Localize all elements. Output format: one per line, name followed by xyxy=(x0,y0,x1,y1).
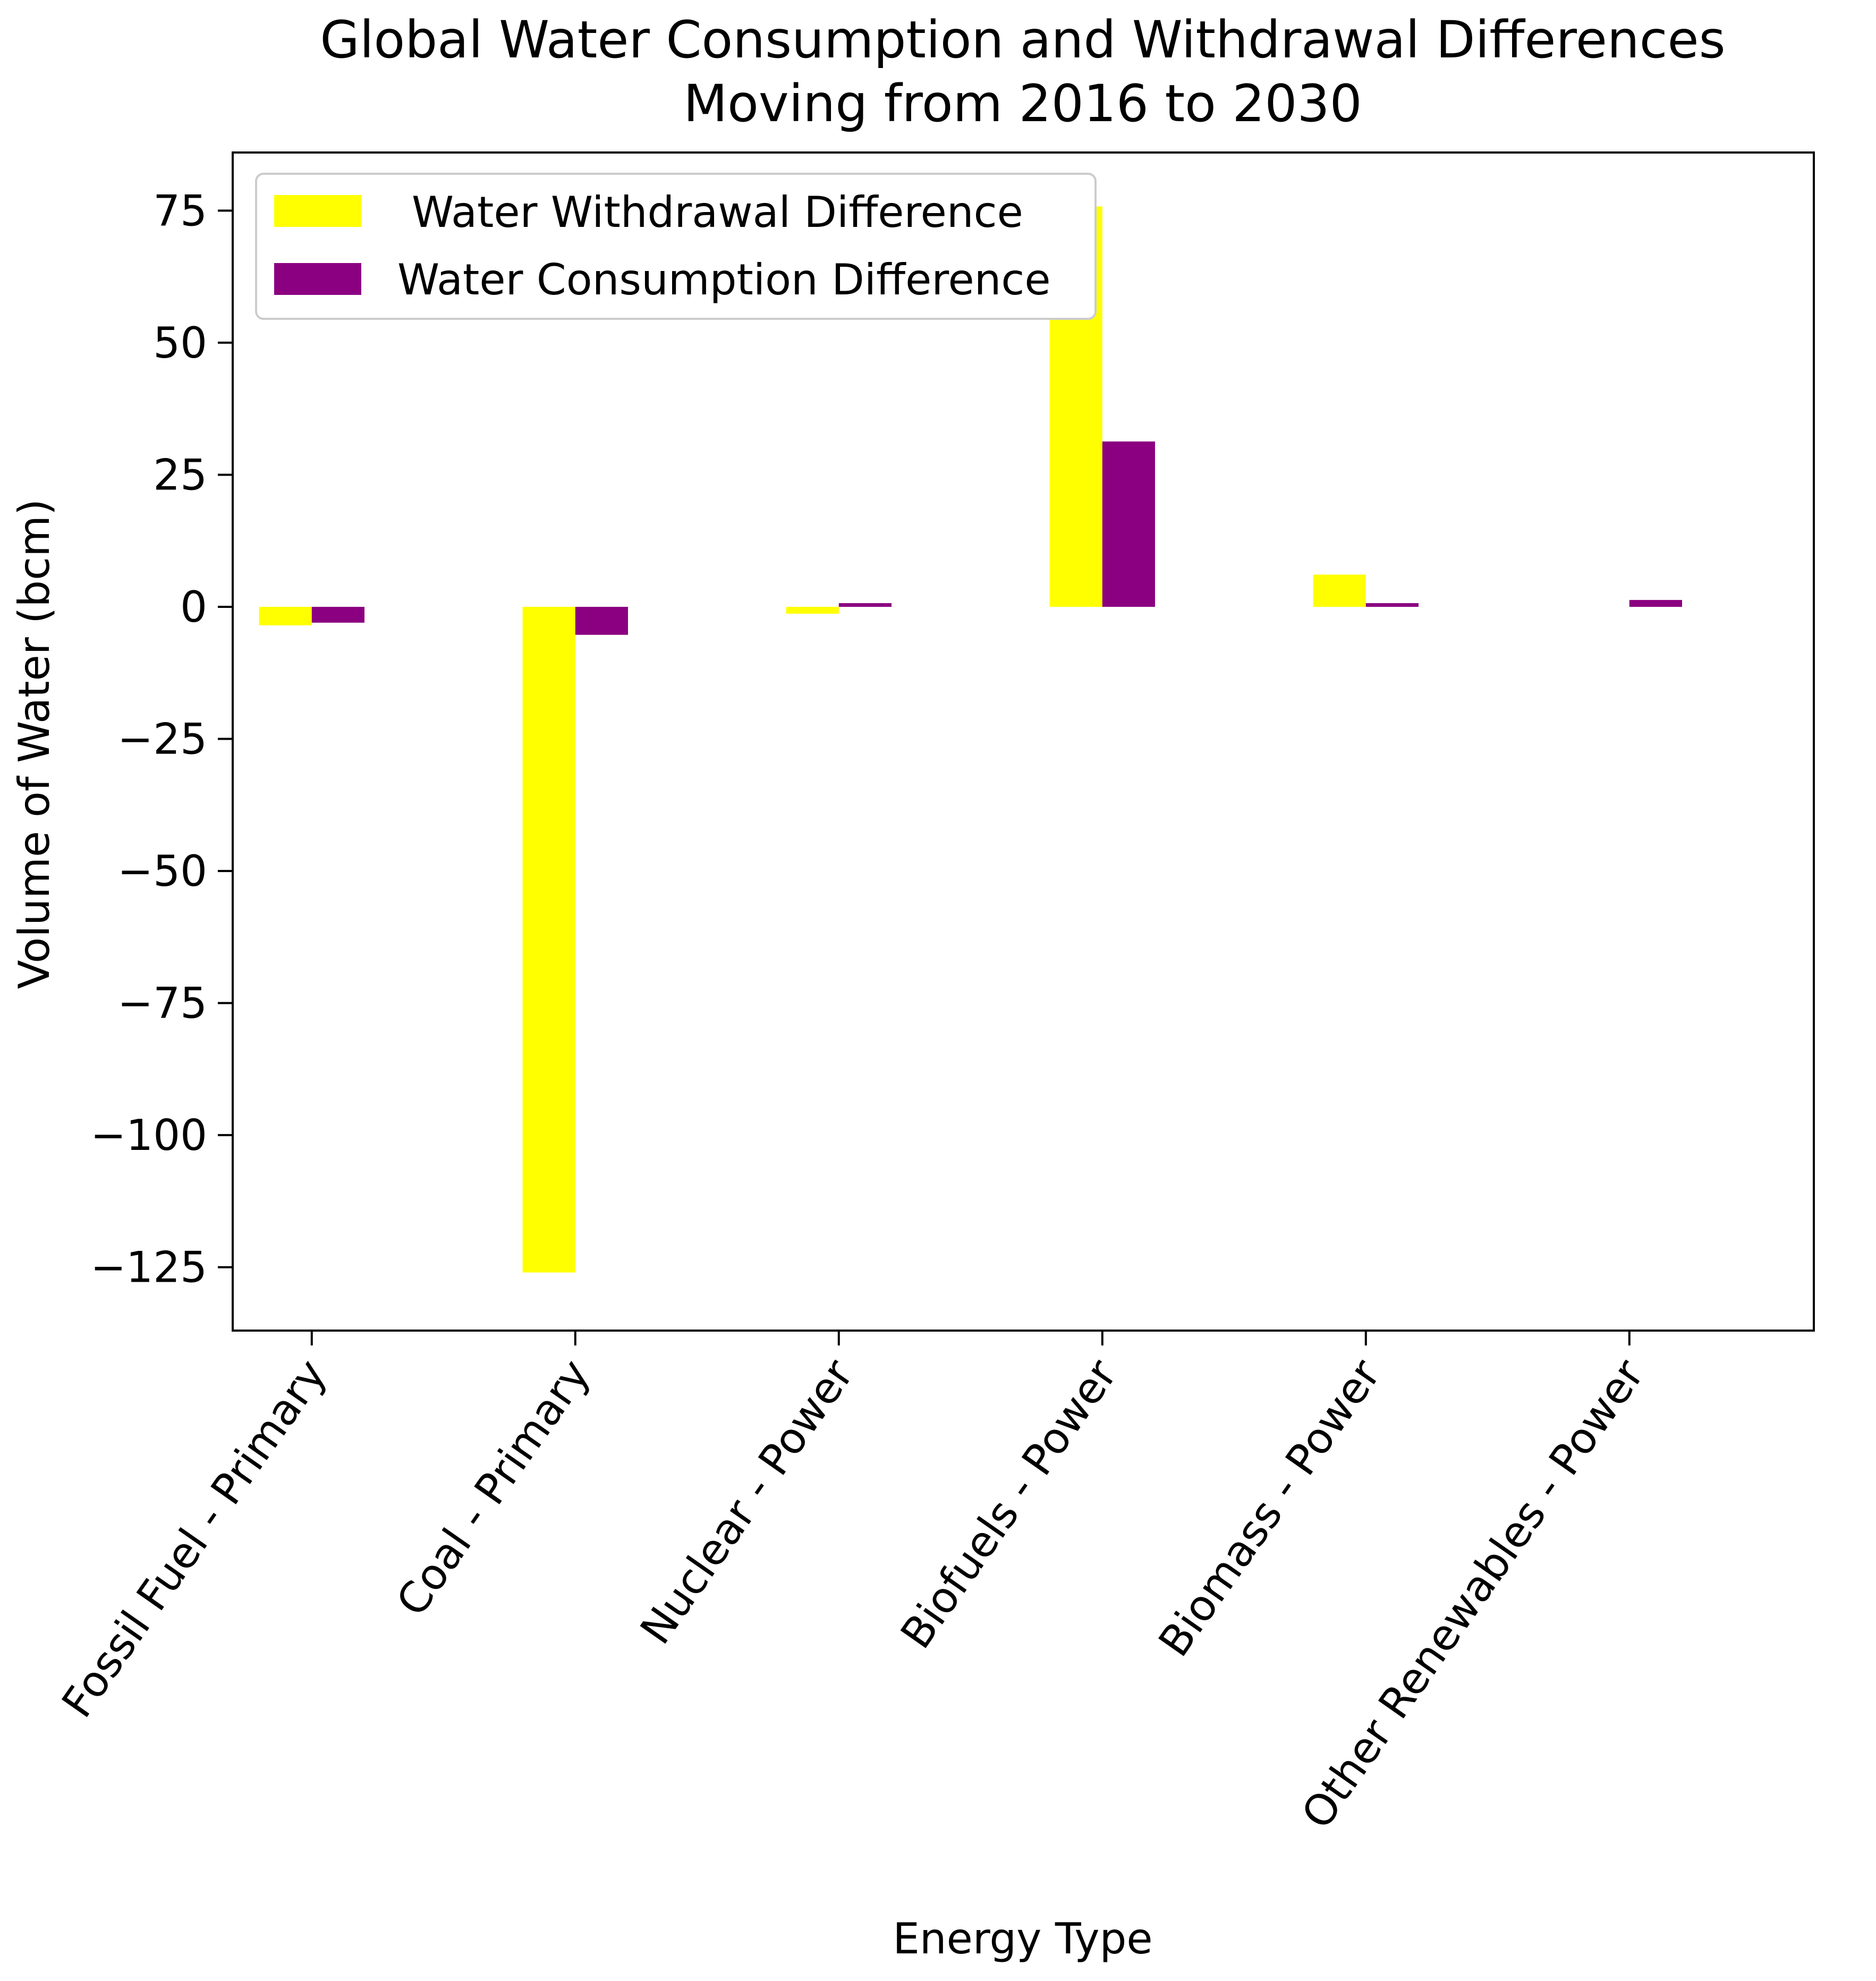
y-axis-label: Volume of Water (bcm) xyxy=(10,499,59,989)
x-axis-label: Energy Type xyxy=(893,1914,1152,1963)
bar-water-consumption-difference-biofuels-power xyxy=(1102,441,1155,607)
legend-swatch-withdrawal xyxy=(274,195,361,227)
bar-water-consumption-difference-other-renewables-power xyxy=(1629,600,1682,607)
bar-water-consumption-difference-nuclear-power xyxy=(838,603,892,607)
bar-water-consumption-difference-coal-primary xyxy=(575,606,628,635)
y-tick-label: −100 xyxy=(90,1111,207,1160)
legend-label-withdrawal: Water Withdrawal Difference xyxy=(412,188,1023,237)
legend-swatch-consumption xyxy=(274,263,361,295)
legend-frame xyxy=(255,173,1097,320)
y-tick-label: 25 xyxy=(153,450,207,500)
y-tick-label: 50 xyxy=(153,318,207,368)
bar-water-withdrawal-difference-biomass-power xyxy=(1313,574,1366,607)
y-tick-label: −125 xyxy=(90,1243,207,1292)
bar-water-withdrawal-difference-fossil-fuel-primary xyxy=(259,606,312,625)
chart-title-line2: Moving from 2016 to 2030 xyxy=(683,74,1362,133)
bar-water-withdrawal-difference-coal-primary xyxy=(522,606,575,1273)
legend: Water Withdrawal Difference Water Consum… xyxy=(255,173,1097,320)
chart-title-line1: Global Water Consumption and Withdrawal … xyxy=(320,10,1725,70)
bar-water-withdrawal-difference-nuclear-power xyxy=(786,606,839,614)
y-tick-label: 0 xyxy=(180,582,207,632)
y-axis: 75 50 25 0 −25 −50 −75 −100 −125 xyxy=(90,186,233,1292)
y-tick-label: −25 xyxy=(117,715,207,764)
y-tick-label: −50 xyxy=(117,846,207,896)
legend-label-consumption: Water Consumption Difference xyxy=(397,255,1051,304)
y-tick-label: −75 xyxy=(117,979,207,1028)
y-tick-label: 75 xyxy=(153,186,207,235)
bar-water-consumption-difference-fossil-fuel-primary xyxy=(311,606,364,623)
bar-water-consumption-difference-biomass-power xyxy=(1365,603,1419,607)
plot-frame xyxy=(232,151,1815,1332)
